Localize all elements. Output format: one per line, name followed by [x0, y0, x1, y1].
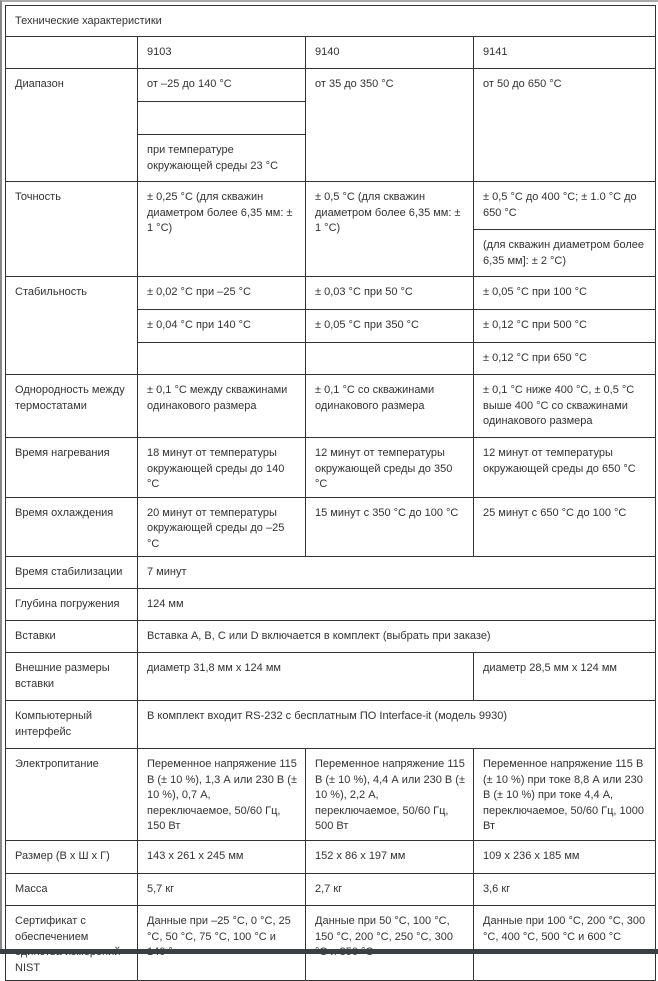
cell: ± 0,5 °C до 400 °C; ± 1.0 °C до 650 °C: [472, 181, 657, 230]
cell: (для скважин диаметром более 6,35 мм]: ±…: [472, 229, 657, 277]
table-row: Размер (В x Ш x Г) 143 x 261 x 245 мм 15…: [5, 840, 657, 874]
row-label: Время охлаждения: [5, 496, 138, 557]
cell: 2,7 кг: [305, 873, 474, 906]
cell: от 35 до 350 °C: [305, 68, 474, 182]
cell: Переменное напряжение 115 В (± 10 %), 1,…: [137, 748, 306, 841]
cell: 15 минут с 350 °C до 100 °C: [305, 496, 474, 557]
cell: от –25 до 140 °C: [137, 68, 306, 102]
bottom-bar: [0, 949, 658, 954]
cell: ± 0,1 °C ниже 400 °C, ± 0,5 °C выше 400 …: [472, 374, 657, 438]
cell: В комплект входит RS-232 с бесплатным ПО…: [136, 700, 657, 749]
row-label: Размер (В x Ш x Г): [5, 840, 138, 874]
row-label: Масса: [5, 873, 138, 906]
table-row: Время нагревания 18 минут от температуры…: [5, 437, 657, 498]
cell: от 50 до 650 °C: [472, 68, 657, 182]
row-label: Компьютерный интерфейс: [5, 700, 138, 749]
table-row: Компьютерный интерфейс В комплект входит…: [5, 700, 657, 749]
cell: ± 0,04 °C при 140 °C: [137, 309, 306, 343]
cell: 7 минут: [136, 556, 657, 589]
table-row: Внешние размеры вставки диаметр 31,8 мм …: [5, 652, 657, 701]
cell: диаметр 28,5 мм x 124 мм: [472, 652, 657, 701]
cell: 152 x 86 x 197 мм: [305, 840, 474, 874]
row-label: Время нагревания: [5, 437, 138, 498]
cell: 124 мм: [136, 588, 657, 621]
row-label: Точность: [5, 181, 138, 277]
cell: ± 0,12 °C при 650 °C: [472, 342, 657, 375]
table-row: Электропитание Переменное напряжение 115…: [5, 748, 657, 841]
cell: Вставка A, B, C или D включается в компл…: [136, 620, 657, 653]
header-row: 9103 9140 9141: [5, 36, 657, 69]
row-label: Электропитание: [5, 748, 138, 841]
cell: 20 минут от температуры окружающей среды…: [137, 496, 306, 557]
cell: 143 x 261 x 245 мм: [137, 840, 306, 874]
table-row: Глубина погружения 124 мм: [5, 588, 657, 621]
cell: 3,6 кг: [472, 873, 657, 906]
cell-empty: [137, 342, 306, 375]
row-label: Внешние размеры вставки: [5, 652, 138, 701]
cell: ± 0,25 °C (для скважин диаметром более 6…: [137, 181, 306, 277]
cell: ± 0,1 °C со скважинами одинакового разме…: [305, 374, 474, 438]
cell: ± 0,02 °C при –25 °C: [137, 276, 306, 310]
cell: при температуре окружающей среды 23 °C: [137, 134, 306, 182]
header-9140: 9140: [305, 36, 474, 69]
cell: 18 минут от температуры окружающей среды…: [137, 437, 306, 498]
cell: ± 0,03 °C при 50 °C: [305, 276, 474, 310]
cell: Данные при 100 °C, 200 °C, 300 °C, 400 °…: [472, 905, 657, 981]
table-row: Точность ± 0,25 °C (для скважин диаметро…: [5, 181, 657, 277]
row-label: Время стабилизации: [5, 556, 138, 589]
table-title: Технические характеристики: [4, 5, 657, 37]
cell: 25 минут с 650 °C до 100 °C: [472, 496, 657, 557]
cell: Переменное напряжение 115 В (± 10 %), 4,…: [305, 748, 474, 841]
row-label: Стабильность: [5, 276, 138, 375]
row-label: Глубина погружения: [5, 588, 138, 621]
cell: Данные при 50 °C, 100 °C, 150 °C, 200 °C…: [305, 905, 474, 981]
cell-empty: [137, 101, 306, 135]
table-row: Сертификат с обеспечением единства измер…: [5, 905, 657, 981]
cell: 12 минут от температуры окружающей среды…: [472, 437, 657, 498]
cell: Данные при –25 °C, 0 °C, 25 °C, 50 °C, 7…: [137, 905, 306, 981]
cell: диаметр 31,8 мм x 124 мм: [137, 652, 474, 701]
row-label: Диапазон: [5, 68, 138, 182]
cell: ± 0,1 °C между скважинами одинакового ра…: [137, 374, 306, 438]
row-label: Однородность между термостатами: [5, 374, 138, 438]
cell-empty: [305, 342, 474, 375]
row-label: Вставки: [5, 620, 138, 653]
table-row: Диапазон от –25 до 140 °C от 35 до 350 °…: [5, 68, 657, 182]
table-row: Однородность между термостатами ± 0,1 °C…: [5, 374, 657, 438]
row-label: Сертификат с обеспечением единства измер…: [5, 905, 138, 981]
cell: ± 0,12 °C при 500 °C: [472, 309, 657, 343]
specs-table: Технические характеристики 9103 9140 914…: [4, 5, 657, 981]
table-row: Масса 5,7 кг 2,7 кг 3,6 кг: [5, 873, 657, 906]
header-9103: 9103: [137, 36, 306, 69]
cell: 109 x 236 x 185 мм: [472, 840, 657, 874]
cell: ± 0,05 °C при 100 °C: [472, 276, 657, 310]
header-empty: [5, 36, 138, 69]
header-9141: 9141: [472, 36, 657, 69]
cell: 12 минут от температуры окружающей среды…: [305, 437, 474, 498]
cell: ± 0,5 °C (для скважин диаметром более 6,…: [305, 181, 474, 277]
page-frame: [0, 0, 658, 950]
table-row: Время охлаждения 20 минут от температуры…: [5, 496, 657, 557]
cell: 5,7 кг: [137, 873, 306, 906]
table-row: Время стабилизации 7 минут: [5, 556, 657, 589]
table-row: Стабильность ± 0,02 °C при –25 °C ± 0,03…: [5, 276, 657, 375]
cell: Переменное напряжение 115 В (± 10 %) при…: [472, 748, 657, 841]
table-row: Вставки Вставка A, B, C или D включается…: [5, 620, 657, 653]
cell: ± 0,05 °C при 350 °C: [305, 309, 474, 343]
